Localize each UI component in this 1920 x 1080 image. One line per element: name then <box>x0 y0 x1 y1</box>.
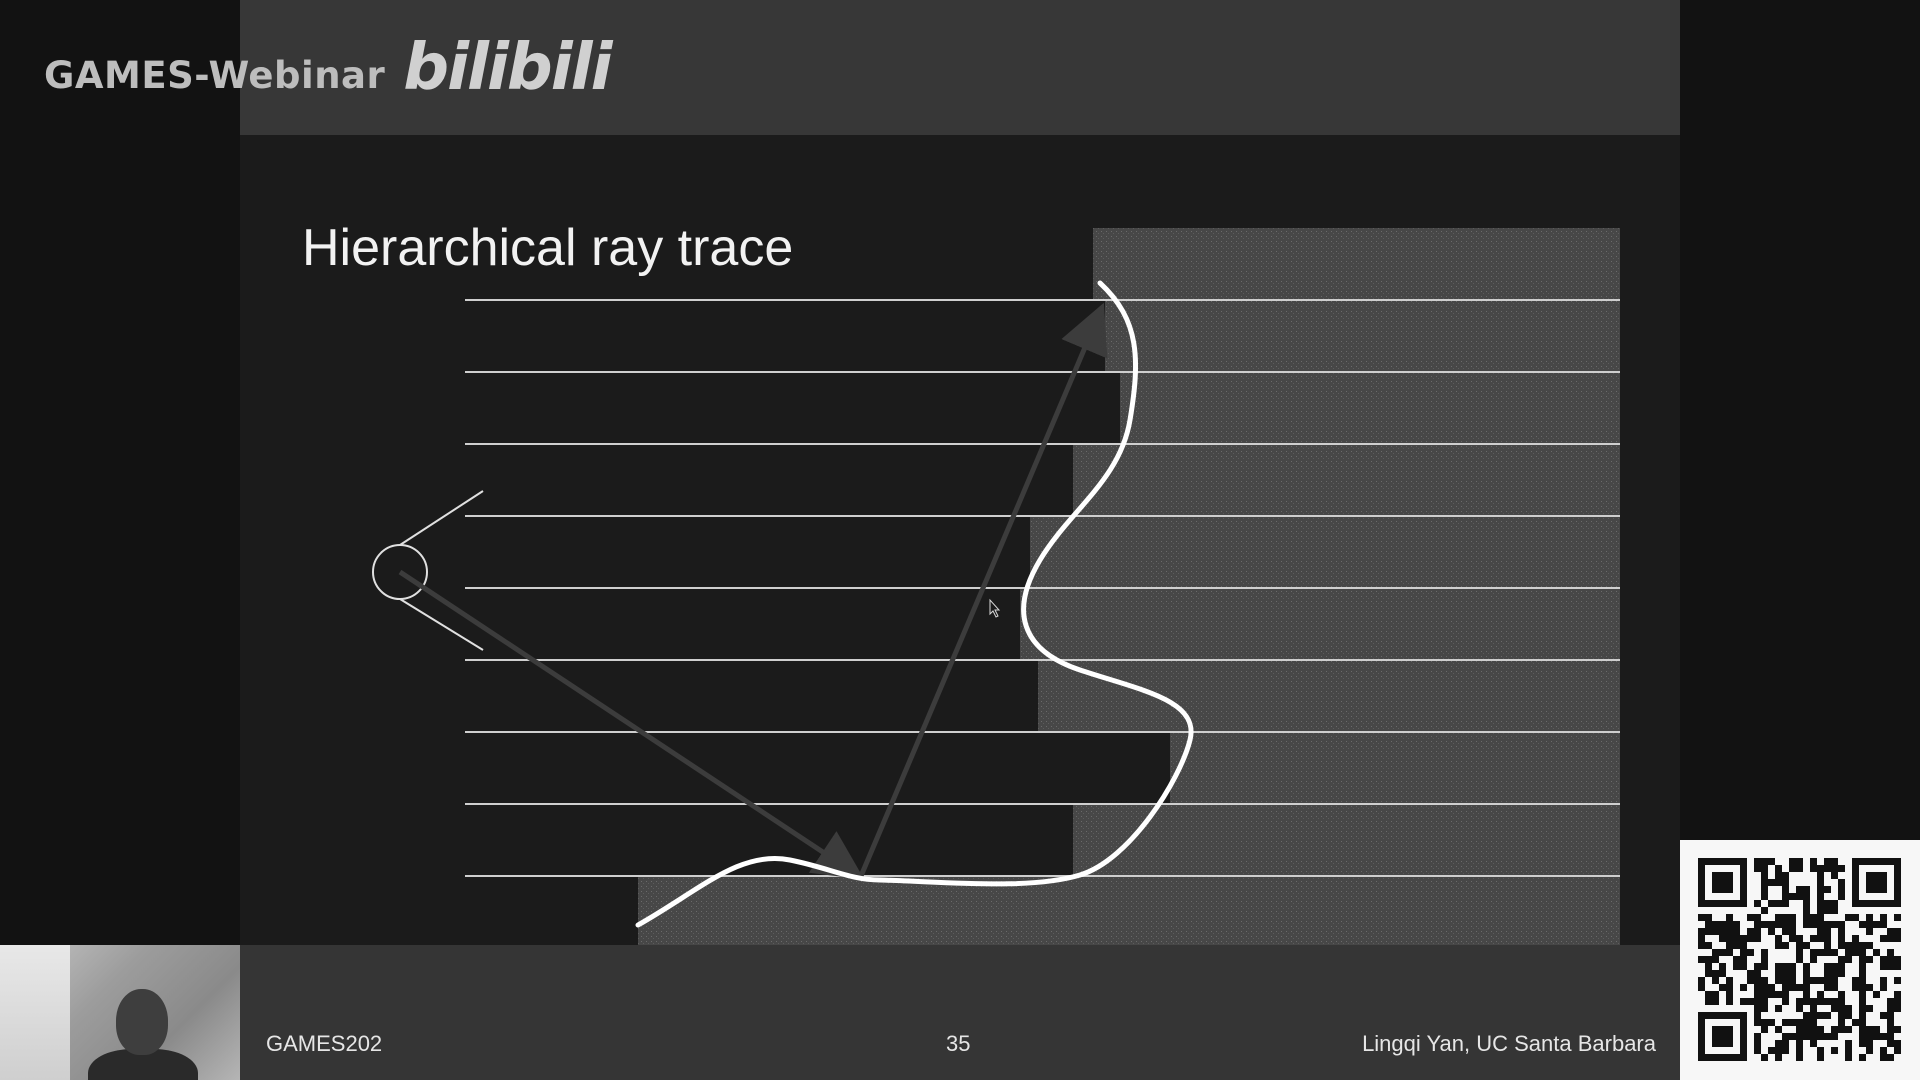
depth-floor <box>638 876 1620 945</box>
reflected-ray-arrow <box>858 302 1108 877</box>
presenter-head <box>116 989 168 1055</box>
surface-curve <box>635 280 1194 928</box>
ray-arrow <box>398 569 865 880</box>
watermark-text: GAMES-Webinar <box>44 54 386 97</box>
depth-level-5 <box>1020 588 1620 660</box>
qr-code-image <box>1698 858 1901 1061</box>
games-webinar-watermark: GAMES-Webinar bilibili <box>44 31 613 105</box>
left-letterbox <box>0 0 240 945</box>
author-affiliation: Lingqi Yan, UC Santa Barbara <box>1362 1031 1656 1056</box>
eye-icon <box>372 490 484 651</box>
mouse-cursor-icon <box>989 598 1001 618</box>
qr-code <box>1680 840 1920 1080</box>
depth-level-8 <box>1073 804 1620 876</box>
depth-level-3 <box>1073 444 1620 516</box>
page-number: 35 <box>946 1031 971 1056</box>
depth-block-top <box>1093 228 1620 300</box>
bilibili-logo: bilibili <box>403 31 612 105</box>
depth-level-6 <box>1038 660 1620 732</box>
webcam-background-window <box>0 945 70 1080</box>
depth-level-4 <box>1030 516 1620 588</box>
hierarchy-level-lines <box>465 299 1620 877</box>
right-letterbox <box>1680 0 1920 840</box>
slide-footer-band <box>240 945 1680 1080</box>
depth-level-1 <box>1105 300 1620 372</box>
course-name: GAMES202 <box>266 1031 383 1056</box>
depth-level-2 <box>1120 372 1620 444</box>
top-band <box>240 0 1680 135</box>
depth-buffer-region <box>638 228 1620 945</box>
slide-title: Hierarchical ray trace <box>302 219 794 277</box>
depth-level-7 <box>1170 732 1620 804</box>
presenter-webcam <box>0 945 240 1080</box>
